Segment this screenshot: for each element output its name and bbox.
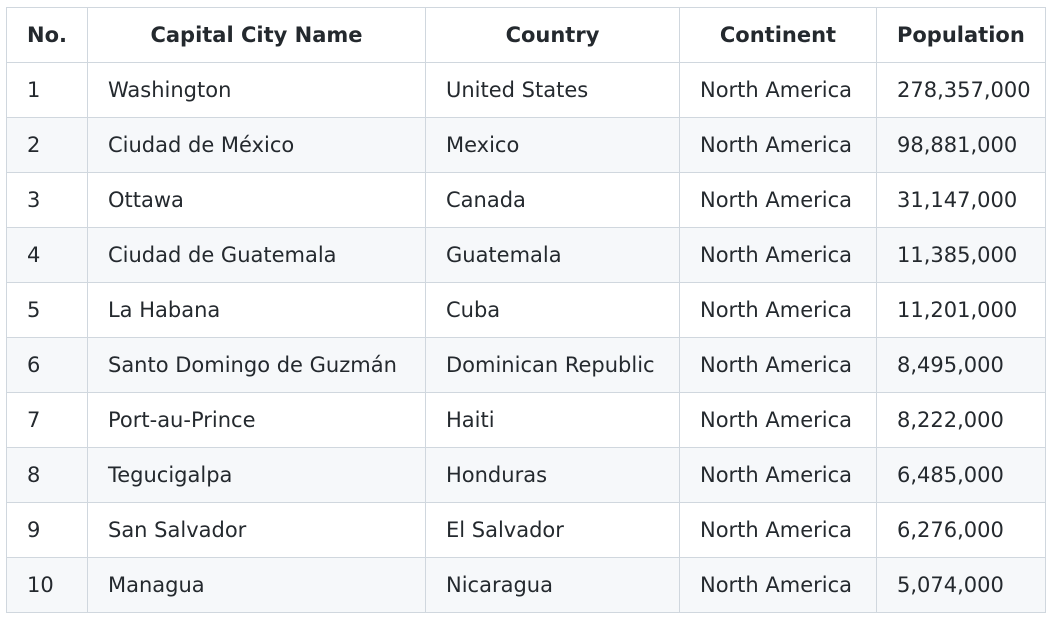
- cell-capital: Ciudad de México: [86, 117, 426, 173]
- header-row: No. Capital City Name Country Continent …: [6, 7, 1046, 63]
- header-no: No.: [6, 7, 88, 63]
- cell-country: Guatemala: [424, 227, 680, 283]
- header-country: Country: [424, 7, 680, 63]
- cell-continent: North America: [678, 447, 877, 503]
- table-row: 9 San Salvador El Salvador North America…: [6, 502, 1046, 558]
- cell-country: Canada: [424, 172, 680, 228]
- table-row: 2 Ciudad de México Mexico North America …: [6, 117, 1046, 173]
- table-row: 5 La Habana Cuba North America 11,201,00…: [6, 282, 1046, 338]
- cell-population: 8,222,000: [875, 392, 1046, 448]
- cell-capital: La Habana: [86, 282, 426, 338]
- cell-population: 11,385,000: [875, 227, 1046, 283]
- cell-no: 9: [6, 502, 88, 558]
- cell-country: United States: [424, 62, 680, 118]
- cell-population: 278,357,000: [875, 62, 1046, 118]
- capitals-table: No. Capital City Name Country Continent …: [6, 7, 1046, 613]
- table-row: 8 Tegucigalpa Honduras North America 6,4…: [6, 447, 1046, 503]
- cell-continent: North America: [678, 62, 877, 118]
- cell-population: 6,276,000: [875, 502, 1046, 558]
- cell-continent: North America: [678, 502, 877, 558]
- cell-population: 6,485,000: [875, 447, 1046, 503]
- table-row: 7 Port-au-Prince Haiti North America 8,2…: [6, 392, 1046, 448]
- cell-country: El Salvador: [424, 502, 680, 558]
- cell-capital: Washington: [86, 62, 426, 118]
- cell-continent: North America: [678, 172, 877, 228]
- table-row: 1 Washington United States North America…: [6, 62, 1046, 118]
- header-continent: Continent: [678, 7, 877, 63]
- cell-capital: Managua: [86, 557, 426, 613]
- cell-population: 31,147,000: [875, 172, 1046, 228]
- cell-no: 6: [6, 337, 88, 393]
- table-header: No. Capital City Name Country Continent …: [6, 7, 1046, 63]
- cell-capital: Ciudad de Guatemala: [86, 227, 426, 283]
- cell-continent: North America: [678, 557, 877, 613]
- cell-population: 5,074,000: [875, 557, 1046, 613]
- table-row: 4 Ciudad de Guatemala Guatemala North Am…: [6, 227, 1046, 283]
- cell-capital: Tegucigalpa: [86, 447, 426, 503]
- cell-no: 2: [6, 117, 88, 173]
- cell-population: 11,201,000: [875, 282, 1046, 338]
- header-population: Population: [875, 7, 1046, 63]
- cell-population: 98,881,000: [875, 117, 1046, 173]
- cell-country: Nicaragua: [424, 557, 680, 613]
- table-body: 1 Washington United States North America…: [6, 62, 1046, 613]
- table-row: 10 Managua Nicaragua North America 5,074…: [6, 557, 1046, 613]
- cell-capital: Ottawa: [86, 172, 426, 228]
- cell-continent: North America: [678, 282, 877, 338]
- cell-continent: North America: [678, 227, 877, 283]
- cell-country: Honduras: [424, 447, 680, 503]
- cell-no: 8: [6, 447, 88, 503]
- table-row: 6 Santo Domingo de Guzmán Dominican Repu…: [6, 337, 1046, 393]
- cell-no: 5: [6, 282, 88, 338]
- cell-no: 4: [6, 227, 88, 283]
- cell-country: Haiti: [424, 392, 680, 448]
- cell-country: Mexico: [424, 117, 680, 173]
- table-container: No. Capital City Name Country Continent …: [6, 7, 1046, 613]
- cell-continent: North America: [678, 337, 877, 393]
- cell-country: Dominican Republic: [424, 337, 680, 393]
- cell-no: 3: [6, 172, 88, 228]
- table-row: 3 Ottawa Canada North America 31,147,000: [6, 172, 1046, 228]
- cell-continent: North America: [678, 392, 877, 448]
- cell-capital: San Salvador: [86, 502, 426, 558]
- cell-no: 10: [6, 557, 88, 613]
- cell-capital: Port-au-Prince: [86, 392, 426, 448]
- cell-capital: Santo Domingo de Guzmán: [86, 337, 426, 393]
- cell-no: 1: [6, 62, 88, 118]
- cell-population: 8,495,000: [875, 337, 1046, 393]
- cell-country: Cuba: [424, 282, 680, 338]
- cell-continent: North America: [678, 117, 877, 173]
- header-capital-city-name: Capital City Name: [86, 7, 426, 63]
- cell-no: 7: [6, 392, 88, 448]
